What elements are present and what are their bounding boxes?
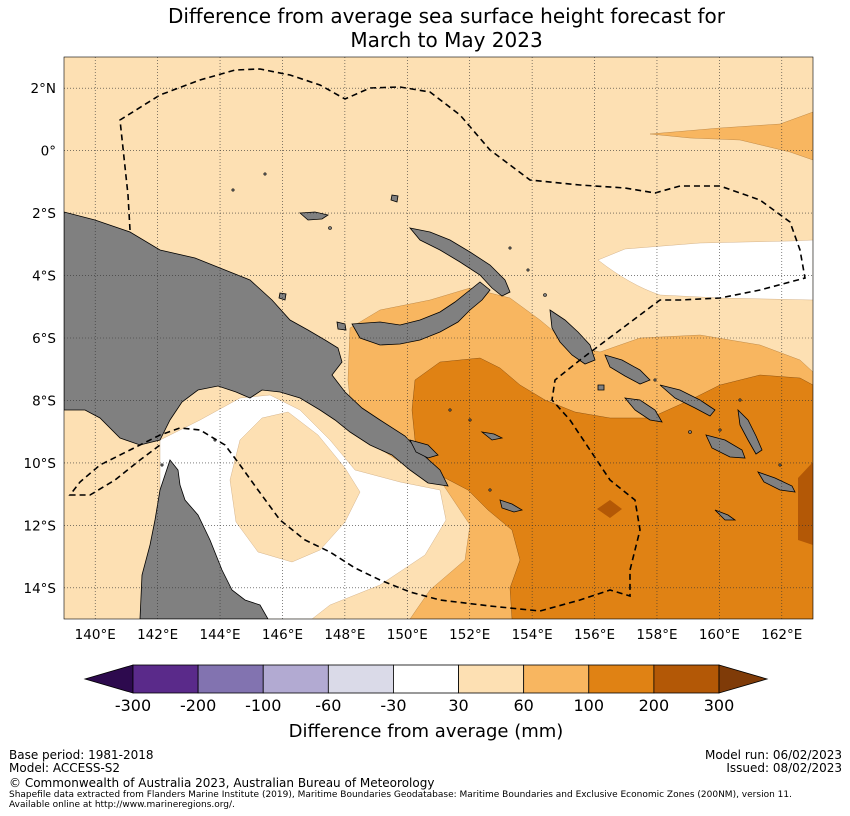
lon-tick-label: 144°E	[200, 627, 241, 643]
land-bougainville	[549, 309, 596, 365]
anomaly-band-200-300-small	[597, 500, 622, 518]
lon-tick-label: 160°E	[699, 627, 740, 643]
land-santa-isabel	[659, 384, 716, 417]
land-new-georgia	[624, 397, 663, 423]
issued-date: Issued: 08/02/2023	[726, 761, 842, 775]
longitude-labels: 140°E 142°E 144°E 146°E 148°E 150°E 152°E 154°E…	[75, 627, 803, 643]
colorbar-swatch	[327, 664, 394, 694]
lat-tick-label: 14°S	[24, 581, 57, 597]
lon-tick-label: 152°E	[449, 627, 490, 643]
colorbar-swatch	[588, 664, 655, 694]
lat-tick-label: 0°	[41, 144, 56, 160]
base-period: Base period: 1981-2018	[9, 748, 154, 762]
colorbar-swatch	[458, 664, 525, 694]
lat-tick-label: 6°S	[32, 331, 56, 347]
title-line-2: March to May 2023	[350, 28, 543, 52]
land-choiseul	[604, 354, 651, 385]
colorbar	[83, 664, 769, 694]
lon-tick-label: 156°E	[574, 627, 615, 643]
land-cape-york	[139, 459, 269, 619]
colorbar-extend-low	[83, 664, 134, 694]
land-louisiade	[499, 499, 524, 513]
colorbar-swatch	[197, 664, 264, 694]
colorbar-swatch	[393, 664, 459, 694]
land-shortland	[597, 384, 605, 391]
colorbar-tick-label: 300	[703, 696, 735, 715]
land-new-ireland	[408, 227, 511, 297]
lon-tick-label: 154°E	[512, 627, 553, 643]
land-masses	[64, 194, 796, 619]
lat-tick-label: 8°S	[32, 393, 56, 409]
lon-tick-label: 162°E	[761, 627, 802, 643]
lat-tick-label: 10°S	[24, 456, 57, 472]
anomaly-band-200-300-east	[798, 462, 813, 545]
lon-tick-label: 140°E	[75, 627, 116, 643]
model-name: Model: ACCESS-S2	[9, 761, 121, 775]
lat-tick-label: 4°S	[32, 269, 56, 285]
lon-tick-label: 150°E	[387, 627, 428, 643]
gridlines	[64, 57, 813, 619]
colorbar-tick-label: -30	[380, 696, 407, 715]
land-woodlark	[480, 431, 504, 441]
source-note-1: Shapefile data extracted from Flanders M…	[9, 790, 792, 800]
colorbar-tick-label: 60	[513, 696, 534, 715]
land-malaita	[737, 408, 763, 455]
colorbar-tick-label: -100	[245, 696, 282, 715]
lon-tick-label: 142°E	[137, 627, 178, 643]
colorbar-tick-label: 200	[638, 696, 670, 715]
colorbar-extend-high	[718, 664, 769, 694]
lon-tick-label: 146°E	[262, 627, 303, 643]
lon-tick-label: 148°E	[324, 627, 365, 643]
colorbar-swatch	[523, 664, 590, 694]
colorbar-tick-label: 30	[448, 696, 469, 715]
small-islands	[160, 172, 782, 492]
anomaly-band-100-200	[411, 357, 813, 619]
latitude-labels: 2°N 0° 2°S 4°S 6°S 8°S 10°S 12°S 14°S	[24, 81, 57, 597]
map-frame	[63, 56, 814, 620]
land-dentrecasteaux	[409, 439, 439, 459]
land-mussau	[390, 194, 399, 203]
colorbar-tick-label: -60	[315, 696, 342, 715]
lat-tick-label: 2°S	[32, 206, 56, 222]
colorbar-tick-label: -200	[179, 696, 217, 715]
map-title: Difference from average sea surface heig…	[0, 4, 850, 52]
land-karkar	[278, 292, 287, 301]
eez-boundary	[68, 68, 806, 612]
title-line-1: Difference from average sea surface heig…	[167, 4, 726, 28]
land-makira	[757, 471, 796, 493]
colorbar-title: Difference from average (mm)	[288, 721, 564, 742]
lat-tick-label: 12°S	[24, 518, 57, 534]
copyright: © Commonwealth of Australia 2023, Austra…	[9, 776, 435, 790]
land-new-guinea	[64, 211, 449, 487]
colorbar-swatch	[262, 664, 329, 694]
land-new-britain	[351, 281, 491, 346]
colorbar-swatch	[653, 664, 720, 694]
anomaly-band-60-100-north	[649, 111, 813, 161]
colorbar-swatch	[132, 664, 199, 694]
land-umboi	[336, 321, 347, 331]
lat-tick-label: 2°N	[31, 81, 56, 97]
anomaly-band-neutral-east	[597, 239, 813, 301]
land-manus	[299, 211, 329, 221]
colorbar-tick-label: 100	[573, 696, 605, 715]
land-rennell	[714, 509, 737, 521]
source-note-2: Available online at http://www.marinereg…	[9, 800, 235, 810]
lon-tick-label: 158°E	[636, 627, 677, 643]
land-guadalcanal	[705, 434, 746, 459]
model-run: Model run: 06/02/2023	[704, 748, 842, 762]
colorbar-tick-label: -300	[114, 696, 152, 715]
